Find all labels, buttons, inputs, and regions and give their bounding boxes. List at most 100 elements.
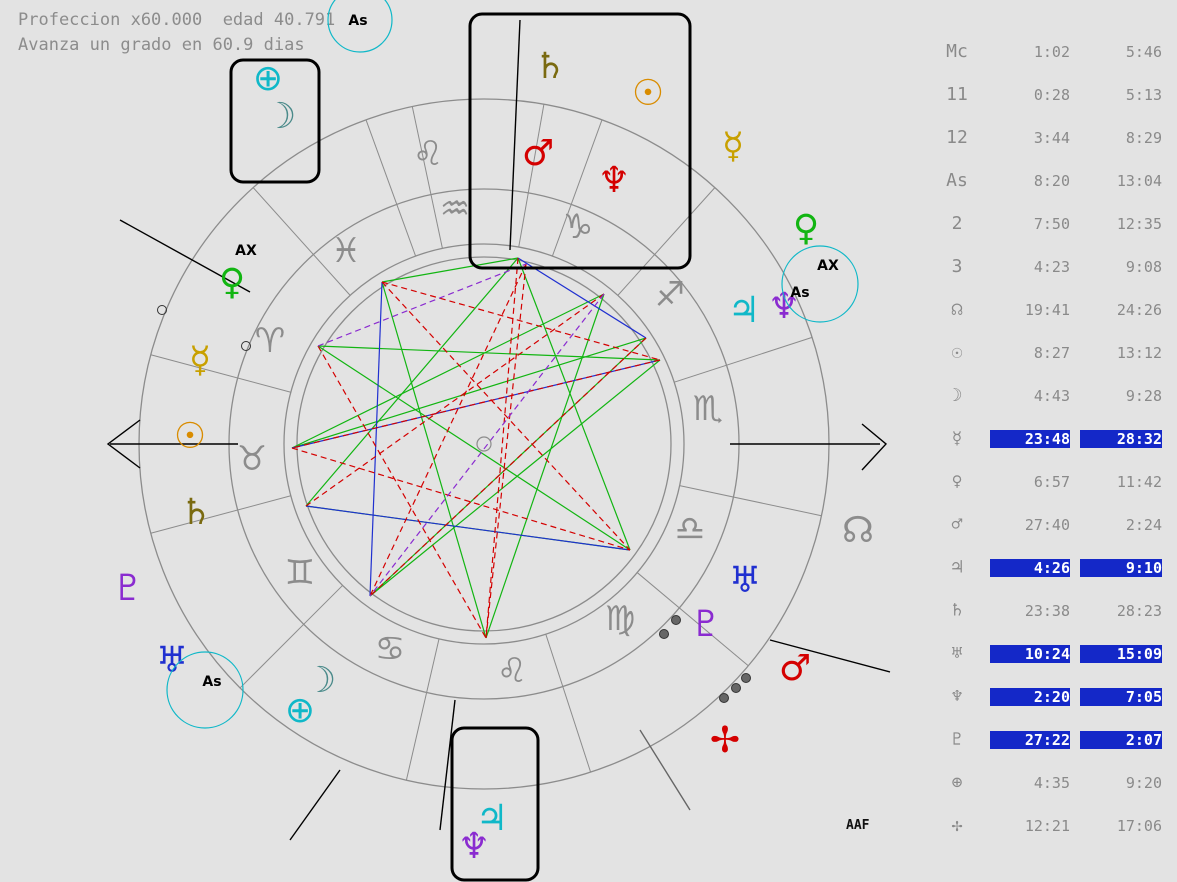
aspect-line-12 [369, 281, 383, 597]
center-mark [476, 436, 492, 452]
row-time-1: 12:21 [1024, 817, 1070, 835]
row-label: ♇ [951, 729, 963, 750]
planet-pluto-left: ♇ [112, 568, 144, 609]
row-label: ✢ [951, 815, 963, 836]
aspect-line-0 [381, 257, 519, 283]
row-time-1: 2:20 [990, 688, 1070, 706]
dot-1 [241, 341, 251, 351]
planet-uranus-left: ♅ [156, 640, 188, 681]
planet-venus-right: ♀ [793, 208, 819, 249]
row-time-1: 8:27 [1033, 344, 1070, 362]
row-time-1: 27:22 [990, 731, 1070, 749]
box-top-left [229, 58, 321, 184]
table-row: 12 3:44 8:29 [940, 126, 1168, 156]
table-row: ♂ 27:40 2:24 [940, 513, 1168, 543]
row-time-2: 28:23 [1116, 602, 1162, 620]
planet-uranus-right: ♅ [729, 560, 761, 601]
planet-sun-left: ☉ [174, 416, 206, 457]
planet-earth-bottom: ⊕ [285, 690, 315, 731]
planet-moon-bottom: ☽ [304, 660, 336, 701]
row-time-2: 13:12 [1116, 344, 1162, 362]
planet-moon-topleft: ☽ [264, 96, 296, 137]
axis-line-4 [439, 699, 456, 831]
row-time-1: 4:43 [1033, 387, 1070, 405]
table-row: ☿ 23:48 28:32 [940, 427, 1168, 457]
planet-earth-topleft: ⊕ [253, 58, 283, 99]
table-row: 11 0:28 5:13 [940, 83, 1168, 113]
sign-virgo: ♍ [605, 599, 635, 639]
aspect-line-14 [305, 505, 631, 551]
row-time-1: 10:24 [990, 645, 1070, 663]
table-row: ♅ 10:24 15:09 [940, 642, 1168, 672]
row-label: ♅ [951, 643, 963, 664]
row-time-1: 0:28 [1033, 86, 1070, 104]
sign-divisions [150, 104, 822, 781]
box-bottom [450, 726, 540, 882]
row-time-2: 9:28 [1125, 387, 1162, 405]
row-label: 11 [946, 84, 968, 105]
outer-axes [106, 19, 891, 841]
sign-scorpio: ♏ [693, 389, 723, 429]
label-as-right: As [790, 285, 809, 301]
aspect-line-25 [485, 263, 527, 639]
sign-cancer: ♋ [375, 629, 405, 669]
row-time-1: 7:50 [1033, 215, 1070, 233]
planet-neptune-cross-top: ♆ [598, 160, 630, 201]
row-time-2: 12:35 [1116, 215, 1162, 233]
label-ax-left: AX [235, 243, 257, 259]
sign-division-4 [679, 485, 822, 517]
label-as-left: As [202, 674, 221, 690]
row-time-1: 23:38 [1024, 602, 1070, 620]
dot-4 [719, 693, 729, 703]
axis-line-3 [769, 639, 891, 673]
table-row: ⊕ 4:35 9:20 [940, 771, 1168, 801]
row-time-1: 4:35 [1033, 774, 1070, 792]
row-time-1: 4:23 [1033, 258, 1070, 276]
row-time-2: 5:13 [1125, 86, 1162, 104]
table-row: 2 7:50 12:35 [940, 212, 1168, 242]
aspect-line-8 [317, 345, 631, 551]
row-time-2: 17:06 [1116, 817, 1162, 835]
axis-arrow-right [861, 423, 888, 471]
aspect-ring [296, 256, 672, 632]
row-time-2: 8:29 [1125, 129, 1162, 147]
row-time-1: 6:57 [1033, 473, 1070, 491]
planet-sun-top: ☉ [632, 73, 664, 114]
sign-capricorn: ♑ [563, 207, 593, 247]
planet-neptune-right: ♆ [768, 286, 800, 327]
ring-0 [781, 245, 859, 323]
table-row: ♀ 6:57 11:42 [940, 470, 1168, 500]
sign-division-13 [551, 119, 603, 257]
label-ax-right: AX [817, 258, 839, 274]
aspect-line-3 [317, 345, 661, 361]
row-label: Mc [946, 41, 968, 62]
sign-pisces: ♓ [331, 231, 361, 271]
axis-arrow-left [106, 419, 141, 469]
dot-0 [157, 305, 167, 315]
row-label: ♆ [951, 686, 963, 707]
table-row: ♄ 23:38 28:23 [940, 599, 1168, 629]
aspect-line-23 [291, 359, 661, 449]
astro-wheel: ♌♒ ♑♐♏♎♍♌♋♊♉♈♓♄☉♂♆☿♀♃ ♆♅♇♂✢☊⊕☽♀☿☉♄♇♅ ☽⊕♃♆AX… [106, 0, 891, 882]
planet-mercury-right: ☿ [722, 126, 744, 167]
sign-leo: ♌ [413, 134, 443, 174]
row-time-2: 5:46 [1125, 43, 1162, 61]
header-line-1: Profeccion x60.000 edad 40.791 [18, 10, 336, 30]
row-time-1: 23:48 [990, 430, 1070, 448]
planet-cross-right: ✢ [710, 720, 740, 761]
aspect-line-27 [317, 263, 527, 347]
aspect-line-7 [485, 293, 605, 639]
sign-gemini: ♊ [285, 553, 315, 593]
planet-jupiter-right: ♃ [728, 290, 760, 331]
row-time-2: 2:07 [1080, 731, 1162, 749]
aspect-line-16 [485, 257, 519, 639]
ring-2 [327, 0, 393, 53]
label-as-top: As [348, 13, 367, 29]
sign-leo-lower: ♌ [497, 651, 527, 691]
row-time-1: 1:02 [1033, 43, 1070, 61]
row-time-2: 9:20 [1125, 774, 1162, 792]
row-time-1: 19:41 [1024, 301, 1070, 319]
row-label: ☉ [951, 342, 963, 363]
header-line-2: Avanza un grado en 60.9 dias [18, 35, 305, 55]
planet-mars-top: ♂ [522, 133, 554, 174]
